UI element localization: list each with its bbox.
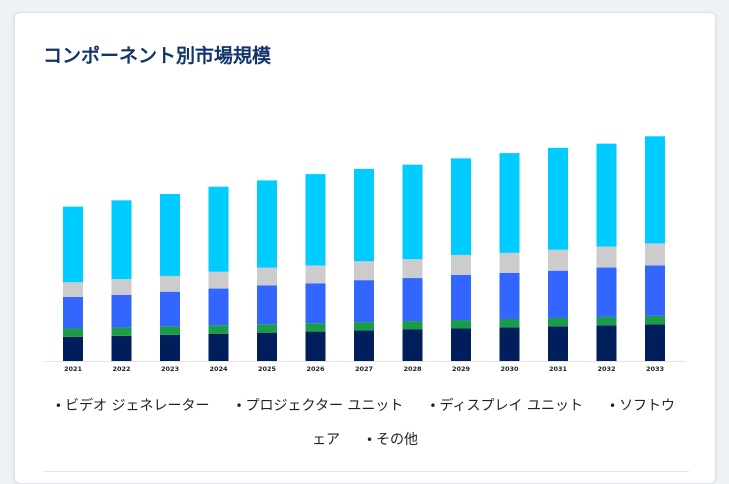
bar-segment-2030-series-2[interactable] xyxy=(499,319,520,328)
legend-label: その他 xyxy=(376,432,419,448)
bar-segment-2023-series-5[interactable] xyxy=(160,194,180,276)
bar-segment-2023-series-2[interactable] xyxy=(160,326,180,335)
bar-segment-2022-series-4[interactable] xyxy=(111,279,132,295)
bar-segment-2024-series-4[interactable] xyxy=(208,271,229,289)
bar-segment-2026-series-5[interactable] xyxy=(305,174,326,266)
x-tick-label-2030: 2030 xyxy=(500,365,519,373)
legend-label: プロジェクター ユニット xyxy=(245,398,404,414)
bar-segment-2026-series-3[interactable] xyxy=(305,283,326,324)
bar-segment-2032-series-5[interactable] xyxy=(596,143,617,247)
x-tick-label-2025: 2025 xyxy=(258,365,277,373)
bar-segment-2032-series-1[interactable] xyxy=(596,325,617,361)
x-tick-label-2032: 2032 xyxy=(597,365,615,373)
x-tick-label-2024: 2024 xyxy=(209,365,228,373)
bar-segment-2023-series-4[interactable] xyxy=(160,275,180,292)
legend-row-2: ェア • その他 xyxy=(15,429,715,449)
bar-segment-2027-series-3[interactable] xyxy=(354,280,374,323)
chart-card: コンポーネント別市場規模 2021 2022 2023 2024 2025 2026 202… xyxy=(14,12,716,484)
legend-label: ソフトウ xyxy=(619,398,676,414)
market-size-chart: 2021 2022 2023 2024 2025 2026 2027 2028 2029 2030… xyxy=(45,136,685,373)
legend-row-1: • ビデオ ジェネレーター • プロジェクター ユニット • ディスプレイ ユニット … xyxy=(15,395,715,415)
bar-segment-2031-series-5[interactable] xyxy=(548,147,568,250)
bar-segment-2022-series-2[interactable] xyxy=(111,327,132,336)
legend-item-software[interactable]: • ソフトウ xyxy=(608,398,676,414)
bar-segment-2033-series-3[interactable] xyxy=(645,265,665,316)
bar-segment-2028-series-3[interactable] xyxy=(402,278,423,322)
bar-segment-2022-series-1[interactable] xyxy=(111,335,132,361)
x-tick-label-2026: 2026 xyxy=(306,365,325,373)
x-tick-label-2023: 2023 xyxy=(161,365,179,373)
bar-segment-2025-series-5[interactable] xyxy=(257,180,277,268)
bar-segment-2028-series-2[interactable] xyxy=(402,321,423,330)
legend-label: ェア xyxy=(311,432,340,448)
bar-segment-2031-series-2[interactable] xyxy=(548,317,568,327)
bar-segment-2033-series-5[interactable] xyxy=(645,136,665,244)
bar-segment-2024-series-3[interactable] xyxy=(208,288,229,326)
bar-segment-2033-series-1[interactable] xyxy=(645,324,665,361)
bar-segment-2028-series-4[interactable] xyxy=(402,259,423,279)
bar-segment-2021-series-4[interactable] xyxy=(63,282,83,297)
x-tick-label-2028: 2028 xyxy=(403,365,422,373)
bar-segment-2021-series-5[interactable] xyxy=(63,206,83,283)
bar-segment-2029-series-1[interactable] xyxy=(451,328,471,361)
bar-segment-2025-series-4[interactable] xyxy=(257,267,277,286)
bar-segment-2033-series-2[interactable] xyxy=(645,315,665,325)
bar-segment-2028-series-5[interactable] xyxy=(402,164,423,260)
bar-segment-2023-series-1[interactable] xyxy=(160,334,180,361)
bar-segment-2021-series-2[interactable] xyxy=(63,328,83,337)
legend-item-video-generator[interactable]: • ビデオ ジェネレーター xyxy=(54,398,210,414)
bar-segment-2029-series-2[interactable] xyxy=(451,320,471,329)
bar-segment-2031-series-1[interactable] xyxy=(548,326,568,361)
bar-segment-2026-series-1[interactable] xyxy=(305,331,326,361)
bar-segment-2026-series-4[interactable] xyxy=(305,265,326,284)
chart-title: コンポーネント別市場規模 xyxy=(43,45,272,67)
bar-segment-2022-series-3[interactable] xyxy=(111,294,132,328)
bar-segment-2030-series-3[interactable] xyxy=(499,272,520,319)
divider xyxy=(43,471,689,472)
legend-item-others[interactable]: • その他 xyxy=(365,432,419,448)
bar-segment-2031-series-3[interactable] xyxy=(548,270,568,318)
bar-segment-2024-series-1[interactable] xyxy=(208,333,229,361)
bar-segment-2029-series-4[interactable] xyxy=(451,254,471,275)
bar-segment-2032-series-4[interactable] xyxy=(596,246,617,268)
bar-segment-2022-series-5[interactable] xyxy=(111,200,132,280)
bar-segment-2027-series-1[interactable] xyxy=(354,330,374,361)
bar-segment-2021-series-3[interactable] xyxy=(63,296,83,329)
x-tick-label-2021: 2021 xyxy=(64,365,83,373)
bar-segment-2030-series-5[interactable] xyxy=(499,153,520,253)
bar-segment-2027-series-5[interactable] xyxy=(354,168,374,262)
bar-segment-2025-series-2[interactable] xyxy=(257,324,277,333)
bar-segment-2024-series-5[interactable] xyxy=(208,186,229,272)
x-tick-label-2031: 2031 xyxy=(549,365,568,373)
legend-item-software-continued[interactable]: ェア xyxy=(312,429,340,449)
legend-label: ディスプレイ ユニット xyxy=(439,398,583,414)
bar-segment-2025-series-1[interactable] xyxy=(257,332,277,361)
bar-segment-2029-series-3[interactable] xyxy=(451,274,471,321)
x-tick-label-2022: 2022 xyxy=(112,365,130,373)
bar-segment-2030-series-1[interactable] xyxy=(499,327,520,361)
x-tick-label-2027: 2027 xyxy=(355,365,373,373)
bar-segment-2029-series-5[interactable] xyxy=(451,158,471,255)
bar-segment-2032-series-3[interactable] xyxy=(596,267,617,317)
bar-segment-2025-series-3[interactable] xyxy=(257,285,277,325)
x-tick-label-2029: 2029 xyxy=(452,365,471,373)
legend-item-display-unit[interactable]: • ディスプレイ ユニット xyxy=(429,398,583,414)
bar-segment-2030-series-4[interactable] xyxy=(499,252,520,273)
bar-segment-2027-series-2[interactable] xyxy=(354,322,374,331)
bar-segment-2023-series-3[interactable] xyxy=(160,291,180,327)
bar-segment-2021-series-1[interactable] xyxy=(63,336,83,361)
legend-item-projector-unit[interactable]: • プロジェクター ユニット xyxy=(235,398,404,414)
bar-segment-2032-series-2[interactable] xyxy=(596,316,617,326)
bar-segment-2027-series-4[interactable] xyxy=(354,261,374,281)
x-tick-label-2033: 2033 xyxy=(646,365,664,373)
bar-segment-2024-series-2[interactable] xyxy=(208,325,229,334)
bar-segment-2028-series-1[interactable] xyxy=(402,329,423,362)
bar-segment-2033-series-4[interactable] xyxy=(645,243,665,266)
bar-segment-2031-series-4[interactable] xyxy=(548,249,568,271)
bar-segment-2026-series-2[interactable] xyxy=(305,323,326,332)
legend-label: ビデオ ジェネレーター xyxy=(65,398,210,414)
